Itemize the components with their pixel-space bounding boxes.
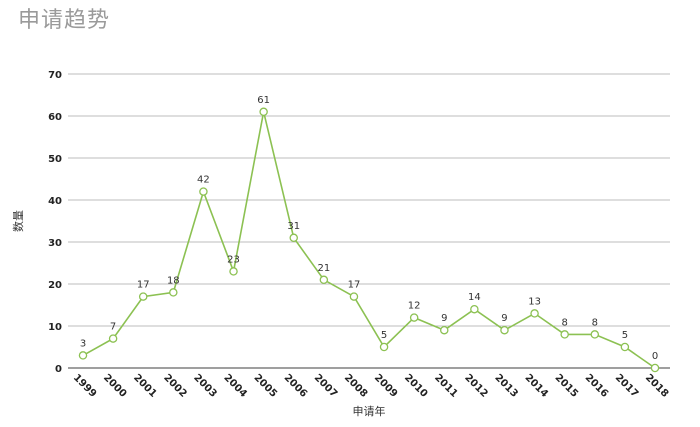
data-point (349, 292, 359, 301)
data-label: 14 (468, 292, 481, 303)
data-point (229, 267, 238, 276)
data-label: 5 (381, 330, 387, 341)
data-label: 17 (348, 280, 361, 291)
x-tick-label: 2011 (432, 372, 459, 399)
data-point (440, 325, 449, 335)
data-points (78, 107, 660, 373)
y-tick-label: 0 (55, 364, 62, 375)
x-tick-label: 2005 (252, 372, 279, 399)
data-point (470, 304, 479, 314)
x-tick-label: 2003 (191, 372, 218, 399)
x-axis-label: 申请年 (353, 404, 386, 418)
chart-title: 申请趋势 (18, 8, 111, 33)
series-line (82, 111, 656, 369)
x-tick-label: 2009 (372, 372, 399, 399)
data-label: 8 (561, 317, 567, 328)
x-tick-label: 2013 (492, 372, 519, 399)
data-label: 9 (501, 313, 507, 324)
data-point (620, 342, 630, 352)
data-label: 31 (287, 221, 300, 232)
y-tick-labels: 0 10 20 30 40 50 60 70 (48, 70, 62, 375)
data-point (530, 309, 539, 318)
data-label: 18 (167, 275, 180, 286)
y-tick-label: 50 (48, 154, 62, 165)
x-tick-label: 2002 (161, 372, 188, 399)
x-tick-label: 2006 (282, 372, 309, 399)
data-label: 3 (80, 338, 86, 349)
data-point (560, 330, 569, 339)
x-tick-label: 2014 (522, 372, 549, 399)
x-tick-label: 2007 (312, 372, 339, 399)
data-label: 5 (622, 330, 628, 341)
x-tick-label: 2012 (462, 372, 489, 399)
data-point (108, 334, 118, 343)
y-tick-label: 40 (48, 196, 62, 207)
data-point (138, 292, 148, 301)
data-point (409, 313, 419, 322)
y-tick-label: 20 (48, 280, 62, 291)
x-tick-label: 2000 (101, 372, 128, 399)
data-label: 42 (197, 175, 210, 186)
data-label: 8 (592, 317, 598, 328)
grid-lines (68, 73, 670, 369)
data-point (78, 351, 88, 360)
data-point (289, 233, 298, 243)
x-tick-label: 2015 (553, 372, 580, 399)
data-point (650, 363, 660, 373)
y-tick-label: 60 (48, 112, 62, 123)
x-tick-label: 2017 (613, 372, 640, 399)
y-tick-label: 30 (48, 238, 62, 249)
y-tick-label: 10 (48, 322, 62, 333)
x-tick-label: 2016 (583, 372, 610, 399)
data-label: 21 (317, 263, 330, 274)
x-tick-label: 2018 (643, 372, 670, 399)
x-tick-labels: 1999 2000 2001 2002 2003 2004 2005 2006 2007 2008… (71, 372, 670, 399)
data-point (500, 325, 509, 335)
data-label: 17 (137, 280, 150, 291)
x-tick-label: 2004 (221, 372, 248, 399)
data-label: 7 (110, 322, 116, 333)
data-label: 9 (441, 313, 447, 324)
x-tick-label: 2010 (402, 372, 429, 399)
data-point (590, 330, 600, 339)
data-point (169, 288, 178, 297)
data-label: 61 (257, 95, 270, 106)
data-point (319, 275, 329, 285)
y-tick-label: 70 (48, 70, 62, 81)
x-tick-label: 2001 (131, 372, 158, 399)
x-tick-label: 1999 (71, 372, 98, 399)
data-label: 23 (227, 254, 240, 265)
data-label: 13 (528, 296, 541, 307)
data-point (379, 342, 389, 352)
data-label: 12 (408, 301, 421, 312)
data-point (199, 187, 208, 196)
data-labels: 3 7 17 18 42 23 61 31 21 17 5 12 9 14 9 13 8 8 5 0 (80, 95, 658, 362)
data-label: 0 (652, 351, 658, 362)
y-axis-label: 数量 (12, 210, 25, 232)
x-tick-label: 2008 (342, 372, 369, 399)
data-point (259, 107, 268, 117)
